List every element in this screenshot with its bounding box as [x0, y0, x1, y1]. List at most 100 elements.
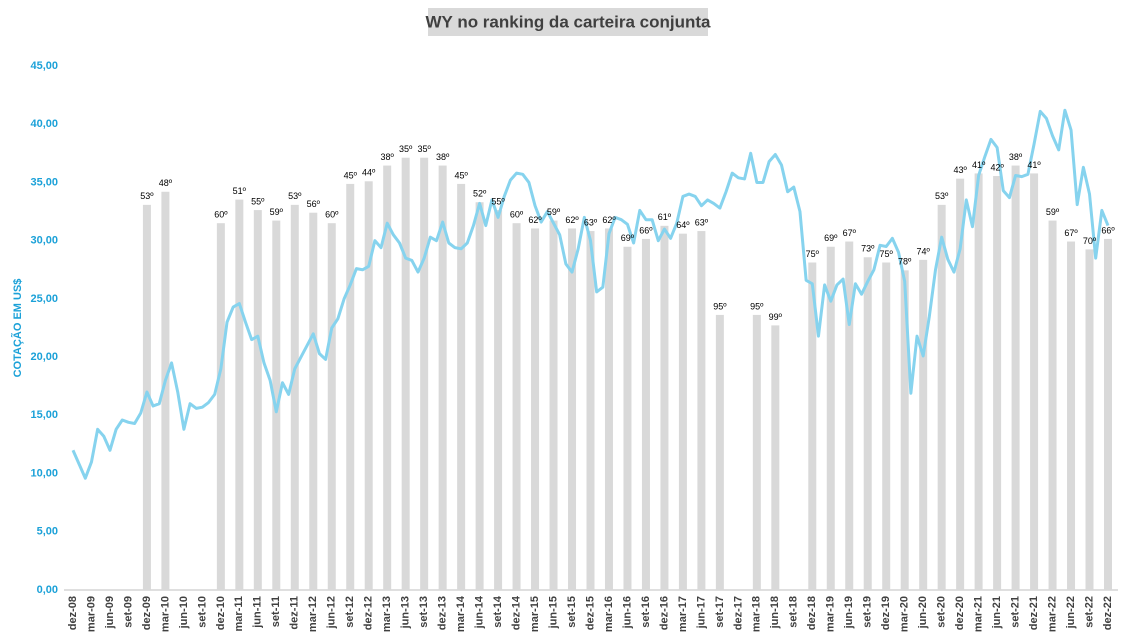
bar: [993, 176, 1002, 591]
data-label: 70º: [1083, 236, 1097, 246]
bar: [882, 262, 891, 590]
x-tick-label: jun-12: [326, 596, 338, 629]
x-tick-label: mar-13: [381, 596, 393, 632]
x-tick-label: set-19: [862, 596, 874, 628]
x-tick-label: mar-17: [677, 596, 689, 632]
chart-title: WY no ranking da carteira conjunta: [426, 12, 712, 31]
bar: [752, 314, 761, 590]
y-tick-label: 20,00: [30, 351, 58, 363]
bar: [253, 210, 262, 590]
data-label: 62º: [528, 215, 542, 225]
x-tick-label: jun-22: [1065, 596, 1077, 629]
data-label: 48º: [159, 178, 173, 188]
bar: [457, 183, 466, 590]
x-tick-label: set-15: [566, 596, 578, 628]
x-tick-label: dez-15: [584, 596, 596, 630]
data-label: 52º: [473, 189, 487, 199]
data-label: 38º: [1009, 152, 1023, 162]
x-tick-label: set-12: [344, 596, 356, 628]
x-tick-label: dez-18: [806, 596, 818, 630]
data-label: 53º: [140, 191, 154, 201]
x-tick-label: jun-11: [252, 596, 264, 629]
bar: [604, 228, 613, 590]
data-label: 59º: [1046, 207, 1060, 217]
data-label: 60º: [325, 210, 339, 220]
x-tick-label: mar-21: [973, 596, 985, 632]
bar: [863, 257, 872, 590]
bar: [937, 204, 946, 591]
y-tick-label: 45,00: [30, 60, 58, 72]
y-tick-label: 10,00: [30, 467, 58, 479]
bar: [660, 225, 669, 590]
bar: [1085, 249, 1094, 590]
x-tick-label: mar-20: [899, 596, 911, 632]
x-tick-label: set-17: [714, 596, 726, 628]
data-label: 60º: [214, 210, 228, 220]
x-tick-label: dez-19: [880, 596, 892, 630]
x-tick-label: jun-14: [474, 595, 486, 629]
bar: [438, 165, 447, 590]
bar: [1011, 165, 1020, 590]
bar: [327, 223, 336, 590]
y-tick-label: 35,00: [30, 176, 58, 188]
x-tick-label: jun-17: [695, 596, 707, 629]
bar: [974, 173, 983, 591]
x-tick-label: set-10: [196, 596, 208, 628]
data-label: 45º: [344, 170, 358, 180]
data-label: 60º: [510, 210, 524, 220]
bar: [531, 228, 540, 590]
data-label: 69º: [824, 233, 838, 243]
data-label: 35º: [418, 144, 432, 154]
x-tick-label: mar-09: [85, 596, 97, 632]
x-tick-label: jun-16: [621, 596, 633, 629]
data-label: 95º: [750, 301, 764, 311]
x-tick-label: jun-21: [991, 596, 1003, 629]
bar: [678, 233, 687, 590]
data-label: 75º: [806, 249, 820, 259]
x-tick-label: set-13: [418, 596, 430, 628]
x-tick-label: jun-15: [547, 596, 559, 629]
data-label: 42º: [990, 162, 1004, 172]
data-label: 64º: [676, 220, 690, 230]
data-label: 43º: [953, 165, 967, 175]
data-label: 53º: [935, 191, 949, 201]
y-tick-label: 30,00: [30, 235, 58, 247]
data-label: 69º: [621, 233, 635, 243]
x-tick-label: set-18: [788, 596, 800, 628]
y-tick-label: 15,00: [30, 409, 58, 421]
bar: [290, 204, 299, 591]
data-label: 59º: [270, 207, 284, 217]
x-tick-label: jun-18: [769, 596, 781, 629]
x-tick-label: mar-14: [455, 595, 467, 632]
x-tick-label: jun-10: [178, 596, 190, 629]
bar: [1067, 241, 1076, 591]
data-label: 41º: [1027, 160, 1041, 170]
data-label: 63º: [695, 217, 709, 227]
x-tick-label: jun-09: [104, 596, 116, 629]
x-tick-label: jun-20: [917, 596, 929, 629]
bar: [420, 157, 429, 590]
x-tick-label: dez-11: [289, 596, 301, 630]
data-label: 61º: [658, 212, 672, 222]
data-label: 38º: [381, 152, 395, 162]
bar: [1030, 173, 1039, 591]
x-tick-label: dez-22: [1102, 596, 1114, 630]
x-tick-label: mar-10: [159, 596, 171, 632]
x-tick-label: set-16: [640, 596, 652, 628]
x-tick-label: dez-13: [437, 596, 449, 630]
data-label: 53º: [288, 191, 302, 201]
title-box: [428, 8, 708, 36]
bar: [1048, 220, 1057, 590]
data-label: 38º: [436, 152, 450, 162]
bar: [641, 238, 650, 591]
bar: [956, 178, 965, 590]
data-label: 66º: [1101, 225, 1115, 235]
x-tick-label: dez-21: [1028, 596, 1040, 630]
bar: [216, 223, 225, 590]
bar: [512, 223, 521, 590]
x-tick-label: mar-11: [233, 596, 245, 631]
x-tick-label: jun-19: [843, 596, 855, 629]
x-tick-label: mar-16: [603, 596, 615, 632]
bar: [401, 157, 410, 590]
bar: [346, 183, 355, 590]
